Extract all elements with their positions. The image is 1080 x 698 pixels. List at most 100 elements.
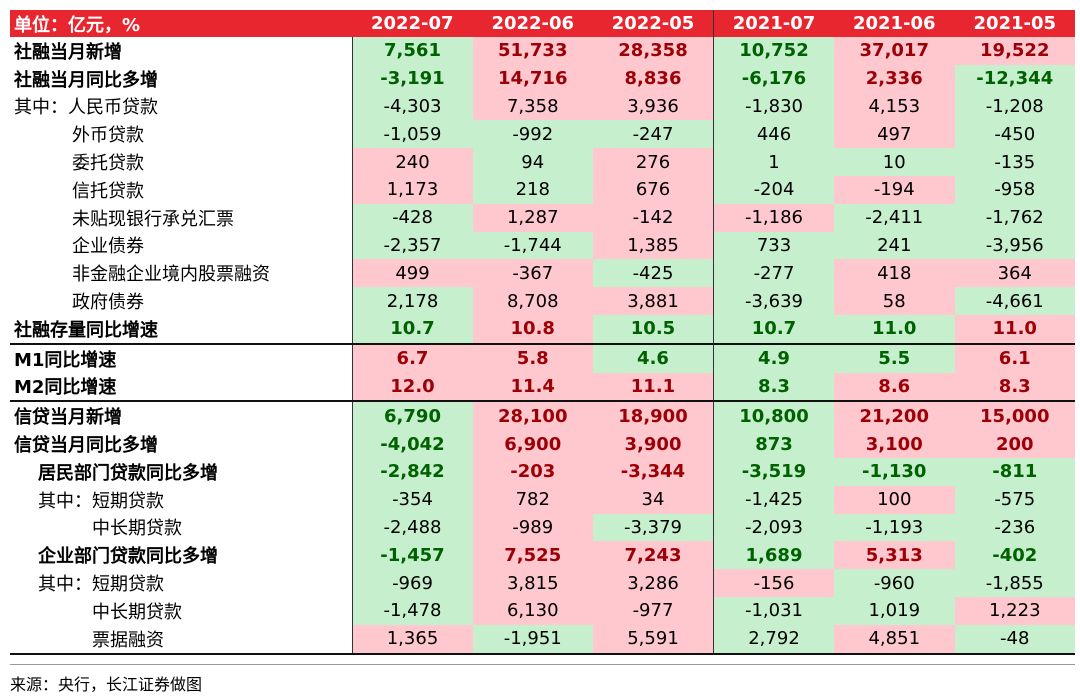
- value-cell: -2,411: [834, 203, 955, 232]
- value-cell: 6,130: [472, 596, 593, 625]
- value-cell: -4,303: [351, 92, 473, 121]
- value-cell: 4.6: [593, 342, 714, 373]
- row-label: 非金融企业境内股票融资: [72, 264, 270, 286]
- row-label: 社融当月新增: [14, 41, 122, 63]
- table-row: 信贷当月同比多增 -4,042 6,900 3,900 873 3,100 200: [10, 430, 1075, 458]
- row-label: M2同比增速: [14, 377, 117, 399]
- table-row: 信托贷款 1,173 218 676 -204 -194 -958: [10, 175, 1075, 204]
- table-container: 单位：亿元，% 2022-07 2022-06 2022-05 2021-07 2021…: [10, 10, 1075, 655]
- value-cell: 8.3: [713, 372, 834, 402]
- value-cell: 676: [593, 175, 714, 204]
- source-note: 来源：央行，长江证券做图: [10, 664, 1075, 695]
- row-label: 委托贷款: [72, 153, 144, 175]
- table-row: M2同比增速 12.0 11.4 11.1 8.3 8.6 8.3: [10, 372, 1075, 402]
- value-cell: 10.8: [472, 314, 593, 344]
- row-label: 信贷当月同比多增: [14, 435, 158, 457]
- value-cell: 11.0: [834, 314, 955, 344]
- value-cell: 11.1: [593, 372, 714, 402]
- value-cell: -3,519: [713, 457, 834, 486]
- value-cell: -2,357: [351, 231, 473, 260]
- row-label: 中长期贷款: [92, 601, 182, 623]
- value-cell: 3,815: [472, 569, 593, 597]
- row-label: 未贴现银行承兑汇票: [72, 208, 234, 230]
- value-cell: -236: [954, 513, 1075, 542]
- row-label: 居民部门贷款同比多增: [38, 462, 218, 484]
- value-cell: 7,525: [472, 541, 593, 570]
- value-cell: 58: [834, 287, 955, 315]
- value-cell: 10: [834, 148, 955, 176]
- value-cell: -1,031: [713, 596, 834, 625]
- value-cell: -450: [954, 120, 1075, 149]
- value-cell: -977: [593, 596, 714, 625]
- value-cell: -6,176: [713, 64, 834, 93]
- value-cell: -425: [593, 259, 714, 288]
- table-row: 非金融企业境内股票融资 499 -367 -425 -277 418 364: [10, 259, 1075, 288]
- table-row: 政府债券 2,178 8,708 3,881 -3,639 58 -4,661: [10, 287, 1075, 315]
- row-label: 其中：短期贷款: [38, 490, 164, 512]
- table-row: 票据融资 1,365 -1,951 5,591 2,792 4,851 -48: [10, 624, 1075, 655]
- row-label: 信贷当月新增: [10, 400, 352, 431]
- value-cell: -367: [472, 259, 593, 288]
- table-row: 居民部门贷款同比多增 -2,842 -203 -3,344 -3,519 -1,130 -8…: [10, 457, 1075, 486]
- value-cell: 276: [593, 148, 714, 176]
- value-cell: 499: [351, 259, 473, 288]
- value-cell: -247: [593, 120, 714, 149]
- value-cell: 3,881: [593, 287, 714, 315]
- value-cell: 100: [834, 485, 955, 514]
- value-cell: -1,193: [834, 513, 955, 542]
- value-cell: 733: [713, 231, 834, 260]
- value-cell: 11.4: [472, 372, 593, 402]
- value-cell: 1,223: [954, 596, 1075, 625]
- value-cell: -960: [834, 569, 955, 597]
- value-cell: -1,457: [351, 541, 473, 570]
- value-cell: 15,000: [954, 400, 1075, 431]
- table-row: 委托贷款 240 94 276 1 10 -135: [10, 148, 1075, 176]
- value-cell: -2,093: [713, 513, 834, 542]
- value-cell: -1,186: [713, 203, 834, 232]
- value-cell: -992: [472, 120, 593, 149]
- value-cell: 1,689: [713, 541, 834, 570]
- value-cell: -1,830: [713, 92, 834, 121]
- value-cell: -3,191: [351, 64, 473, 93]
- value-cell: -4,661: [954, 287, 1075, 315]
- value-cell: -958: [954, 175, 1075, 204]
- value-cell: -1,425: [713, 485, 834, 514]
- value-cell: 782: [472, 485, 593, 514]
- value-cell: 28,100: [472, 400, 593, 431]
- value-cell: 5,313: [834, 541, 955, 570]
- value-cell: -354: [351, 485, 473, 514]
- column-header: 2022-05: [593, 10, 714, 37]
- value-cell: 4.9: [713, 342, 834, 373]
- column-header: 2022-07: [352, 10, 473, 37]
- value-cell: 10.5: [593, 314, 714, 344]
- row-label: 中长期贷款: [92, 518, 182, 540]
- value-cell: -2,488: [351, 513, 473, 542]
- value-cell: 3,900: [593, 430, 714, 458]
- value-cell: -811: [954, 457, 1075, 486]
- value-cell: -2,842: [351, 457, 473, 486]
- value-cell: 241: [834, 231, 955, 260]
- value-cell: 7,561: [351, 37, 473, 65]
- value-cell: -1,208: [954, 92, 1075, 121]
- value-cell: 51,733: [472, 37, 593, 65]
- value-cell: 364: [954, 259, 1075, 288]
- value-cell: 19,522: [954, 37, 1075, 65]
- value-cell: 2,792: [713, 624, 834, 655]
- value-cell: -203: [472, 457, 593, 486]
- value-cell: 7,358: [472, 92, 593, 121]
- value-cell: 10,800: [713, 400, 834, 431]
- table-row: 其中：短期贷款 -354 782 34 -1,425 100 -575: [10, 485, 1075, 514]
- value-cell: 21,200: [834, 400, 955, 431]
- value-cell: 8.6: [834, 372, 955, 402]
- value-cell: 497: [834, 120, 955, 149]
- value-cell: 5.5: [834, 342, 955, 373]
- table-row: 社融当月新增 7,561 51,733 28,358 10,752 37,017 19,52…: [10, 37, 1075, 65]
- row-label: 外币贷款: [72, 125, 144, 147]
- table-row: 其中：人民币贷款 -4,303 7,358 3,936 -1,830 4,153 -1,20…: [10, 92, 1075, 121]
- value-cell: -3,956: [954, 231, 1075, 260]
- value-cell: 3,286: [593, 569, 714, 597]
- row-label: 政府债券: [72, 292, 144, 314]
- value-cell: 2,178: [351, 287, 473, 315]
- value-cell: -1,478: [351, 596, 473, 625]
